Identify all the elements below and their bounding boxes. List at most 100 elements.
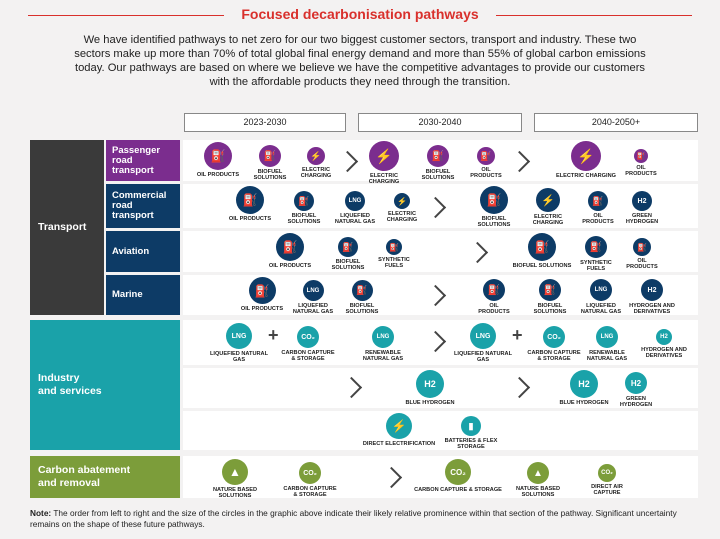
charger-icon: ⚡ xyxy=(369,141,399,171)
commercial-lng-label: LIQUEFIED NATURAL GAS xyxy=(334,213,376,225)
passenger-oil-label: OIL PRODUCTS xyxy=(196,172,240,178)
industry-rng-2-node: LNG RENEWABLE NATURAL GAS xyxy=(582,326,632,362)
lng-icon: LNG xyxy=(345,191,365,211)
industry-direct-label: DIRECT ELECTRIFICATION xyxy=(362,441,436,447)
industry-h2der-label: HYDROGEN AND DERIVATIVES xyxy=(641,347,687,359)
carbon-nature-2-node: ▲ NATURE BASED SOLUTIONS xyxy=(512,462,564,498)
industry-ccs-2-label: CARBON CAPTURE & STORAGE xyxy=(527,350,581,362)
industry-lng-2-node: LNG LIQUEFIED NATURAL GAS xyxy=(448,323,518,363)
commercial-oil-2-label: OIL PRODUCTS xyxy=(582,213,614,225)
fuel-pump-icon: ⛽ xyxy=(480,186,508,214)
tree-icon: ▲ xyxy=(527,462,549,484)
marine-biofuel-node: ⛽ BIOFUEL SOLUTIONS xyxy=(342,280,382,315)
fuel-pump-icon: ⛽ xyxy=(294,191,314,211)
period-2040-2050: 2040-2050+ xyxy=(534,113,698,132)
charger-icon: ⚡ xyxy=(536,188,560,212)
category-industry: Industry and services xyxy=(30,320,180,450)
marine-biofuel-label: BIOFUEL SOLUTIONS xyxy=(345,303,379,315)
aviation-synth-label: SYNTHETIC FUELS xyxy=(378,257,410,269)
marine-lng-label: LIQUEFIED NATURAL GAS xyxy=(292,303,334,315)
passenger-ev-2-label: ELECTRIC CHARGING xyxy=(368,173,400,185)
passenger-ev-3-label: ELECTRIC CHARGING xyxy=(556,173,616,179)
marine-oil-node: ⛽ OIL PRODUCTS xyxy=(240,277,284,312)
row-industry-3-panel xyxy=(183,411,698,450)
fuel-pump-icon: ⛽ xyxy=(204,142,232,170)
aviation-biofuel-2-label: BIOFUEL SOLUTIONS xyxy=(512,263,572,269)
passenger-ev-node: ⚡ ELECTRIC CHARGING xyxy=(296,147,336,179)
industry-rng-2-label: RENEWABLE NATURAL GAS xyxy=(586,350,628,362)
carbon-nature-label: NATURE BASED SOLUTIONS xyxy=(212,487,258,499)
commercial-biofuel-2-label: BIOFUEL SOLUTIONS xyxy=(477,216,511,228)
fuel-pump-icon: ⛽ xyxy=(276,233,304,261)
commercial-ev-2-label: ELECTRIC CHARGING xyxy=(532,214,564,226)
passenger-ev-2-node: ⚡ ELECTRIC CHARGING xyxy=(356,141,412,185)
title-rule-left xyxy=(28,15,224,16)
industry-lng-2-label: LIQUEFIED NATURAL GAS xyxy=(453,351,512,363)
category-transport: Transport xyxy=(30,140,104,315)
commercial-h2-label: GREEN HYDROGEN xyxy=(625,213,659,225)
industry-blue-h2-node: H2 BLUE HYDROGEN xyxy=(398,370,462,406)
passenger-oil-node: ⛽ OIL PRODUCTS xyxy=(196,142,240,178)
industry-lng-label: LIQUEFIED NATURAL GAS xyxy=(209,351,268,363)
carbon-ccs-2-label: CARBON CAPTURE & STORAGE xyxy=(414,487,502,493)
commercial-ev-node: ⚡ ELECTRIC CHARGING xyxy=(382,193,422,223)
commercial-biofuel-node: ⛽ BIOFUEL SOLUTIONS xyxy=(284,191,324,225)
fuel-pump-icon: ⛽ xyxy=(351,280,373,301)
marine-h2-node: H2 HYDROGEN AND DERIVATIVES xyxy=(624,279,680,315)
aviation-oil-2-node: ⛽ OIL PRODUCTS xyxy=(622,238,662,270)
lng-icon: LNG xyxy=(590,279,612,301)
passenger-biofuel-2-label: BIOFUEL SOLUTIONS xyxy=(421,169,455,181)
passenger-biofuel-label: BIOFUEL SOLUTIONS xyxy=(253,169,287,181)
period-2023-2030: 2023-2030 xyxy=(184,113,346,132)
commercial-ev-2-node: ⚡ ELECTRIC CHARGING xyxy=(526,188,570,226)
aviation-oil-2-label: OIL PRODUCTS xyxy=(626,258,658,270)
marine-lng-node: LNG LIQUEFIED NATURAL GAS xyxy=(290,280,336,315)
aviation-synth-node: ⛽ SYNTHETIC FUELS xyxy=(374,239,414,269)
marine-biofuel-2-label: BIOFUEL SOLUTIONS xyxy=(533,303,567,315)
fuel-pump-icon: ⛽ xyxy=(248,277,276,304)
hydrogen-icon: H2 xyxy=(416,370,444,398)
industry-ccs-node: CO₂ CARBON CAPTURE & STORAGE xyxy=(280,326,336,362)
hydrogen-icon: H2 xyxy=(632,191,652,211)
fuel-pump-icon: ⛽ xyxy=(483,279,505,301)
marine-oil-2-node: ⛽ OIL PRODUCTS xyxy=(474,279,514,315)
fuel-pump-icon: ⛽ xyxy=(386,239,402,255)
co2-icon: CO₂ xyxy=(297,326,319,348)
co2-icon: CO₂ xyxy=(445,459,471,485)
row-aviation-panel xyxy=(183,231,698,272)
charger-icon: ⚡ xyxy=(571,141,601,171)
commercial-lng-node: LNG LIQUEFIED NATURAL GAS xyxy=(332,191,378,225)
subcategory-commercial-road: Commercial road transport xyxy=(106,184,180,228)
passenger-biofuel-node: ⛽ BIOFUEL SOLUTIONS xyxy=(250,145,290,181)
marine-lng-2-label: LIQUEFIED NATURAL GAS xyxy=(580,303,622,315)
title-rule-right xyxy=(496,15,692,16)
co2-icon: CO₂ xyxy=(598,464,616,482)
passenger-ev-3-node: ⚡ ELECTRIC CHARGING xyxy=(556,141,616,179)
passenger-biofuel-2-node: ⛽ BIOFUEL SOLUTIONS xyxy=(418,145,458,181)
row-commercial-panel xyxy=(183,184,698,228)
commercial-biofuel-label: BIOFUEL SOLUTIONS xyxy=(287,213,321,225)
aviation-biofuel-2-node: ⛽ BIOFUEL SOLUTIONS xyxy=(512,233,572,269)
marine-h2-label: HYDROGEN AND DERIVATIVES xyxy=(629,303,675,315)
carbon-ccs-label: CARBON CAPTURE & STORAGE xyxy=(283,486,337,498)
hydrogen-icon: H2 xyxy=(570,370,598,398)
industry-rng-node: LNG RENEWABLE NATURAL GAS xyxy=(358,326,408,362)
commercial-oil-label: OIL PRODUCTS xyxy=(228,216,272,222)
fuel-pump-icon: ⛽ xyxy=(539,279,561,301)
industry-battery-label: BATTERIES & FLEX STORAGE xyxy=(444,438,498,450)
fuel-pump-icon: ⛽ xyxy=(528,233,556,261)
lightning-icon: ⚡ xyxy=(386,413,412,439)
passenger-oil-2-node: ⛽ OIL PRODUCTS xyxy=(466,147,506,179)
plus-icon: + xyxy=(512,325,523,345)
industry-green-h2-node: H2 GREEN HYDROGEN xyxy=(616,372,656,408)
lng-icon: LNG xyxy=(302,280,324,301)
plus-icon: + xyxy=(268,325,279,345)
fuel-pump-icon: ⛽ xyxy=(477,147,495,165)
category-carbon-abatement: Carbon abatement and removal xyxy=(30,456,180,498)
industry-blue-h2-2-label: BLUE HYDROGEN xyxy=(559,400,609,406)
commercial-biofuel-2-node: ⛽ BIOFUEL SOLUTIONS xyxy=(472,186,516,228)
intro-text: We have identified pathways to net zero … xyxy=(74,34,646,88)
fuel-pump-icon: ⛽ xyxy=(634,149,648,163)
industry-h2der-node: H2 HYDROGEN AND DERIVATIVES xyxy=(636,329,692,359)
charger-icon: ⚡ xyxy=(307,147,325,165)
